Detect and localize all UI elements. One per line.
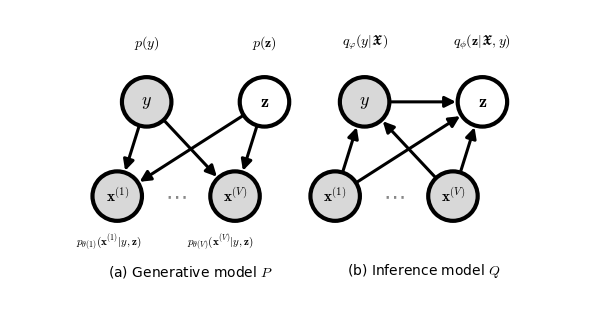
Text: $y$: $y$	[141, 93, 152, 111]
Text: $\cdots$: $\cdots$	[165, 186, 187, 206]
Text: $q_{\phi}(\mathbf{z}|\mathfrak{X}, y)$: $q_{\phi}(\mathbf{z}|\mathfrak{X}, y)$	[454, 33, 511, 52]
Text: (a) Generative model $P$: (a) Generative model $P$	[108, 264, 274, 280]
Circle shape	[458, 77, 507, 127]
Text: $p_{\theta(1)}(\mathbf{x}^{(1)}|y, \mathbf{z})$: $p_{\theta(1)}(\mathbf{x}^{(1)}|y, \math…	[76, 233, 141, 252]
Circle shape	[92, 171, 142, 221]
Circle shape	[311, 171, 360, 221]
Text: $q_{\varphi}(y|\mathfrak{X})$: $q_{\varphi}(y|\mathfrak{X})$	[342, 33, 388, 52]
Text: (b) Inference model $Q$: (b) Inference model $Q$	[347, 262, 500, 280]
Text: $p(\mathbf{z})$: $p(\mathbf{z})$	[252, 34, 277, 52]
Text: $\mathbf{x}^{(V)}$: $\mathbf{x}^{(V)}$	[223, 187, 247, 205]
Circle shape	[340, 77, 389, 127]
Text: $\mathbf{x}^{(1)}$: $\mathbf{x}^{(1)}$	[323, 187, 347, 205]
Circle shape	[122, 77, 171, 127]
Text: $\mathbf{x}^{(V)}$: $\mathbf{x}^{(V)}$	[441, 187, 465, 205]
Circle shape	[210, 171, 260, 221]
Text: $\mathbf{x}^{(1)}$: $\mathbf{x}^{(1)}$	[106, 187, 129, 205]
Text: $y$: $y$	[359, 93, 370, 111]
Text: $\cdots$: $\cdots$	[383, 186, 405, 206]
Text: $\mathbf{z}$: $\mathbf{z}$	[478, 93, 487, 111]
Text: $p_{\theta(V)}(\mathbf{x}^{(V)}|y, \mathbf{z})$: $p_{\theta(V)}(\mathbf{x}^{(V)}|y, \math…	[187, 233, 254, 252]
Circle shape	[240, 77, 289, 127]
Circle shape	[428, 171, 478, 221]
Text: $\mathbf{z}$: $\mathbf{z}$	[260, 93, 269, 111]
Text: $p(y)$: $p(y)$	[134, 34, 159, 52]
